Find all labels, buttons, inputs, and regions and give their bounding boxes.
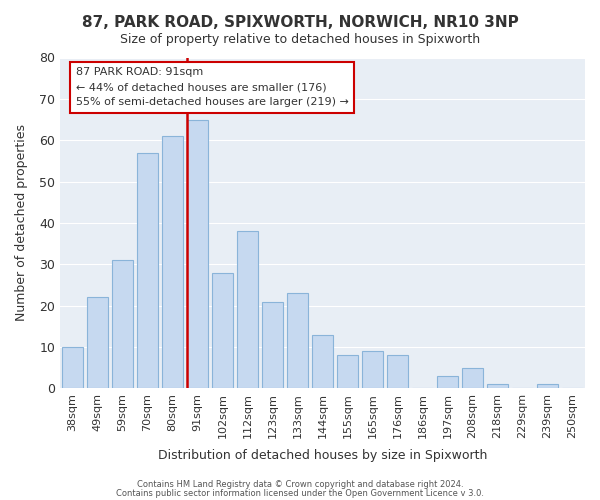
Text: Contains public sector information licensed under the Open Government Licence v : Contains public sector information licen… (116, 488, 484, 498)
Bar (337, 356, 358, 388)
Bar (537, 384, 558, 388)
Bar (187, 120, 208, 388)
Bar (237, 231, 258, 388)
Bar (162, 136, 183, 388)
Bar (287, 294, 308, 388)
X-axis label: Distribution of detached houses by size in Spixworth: Distribution of detached houses by size … (158, 450, 487, 462)
Bar (112, 260, 133, 388)
Bar (87, 298, 108, 388)
Bar (137, 152, 158, 388)
Bar (212, 272, 233, 388)
Text: Size of property relative to detached houses in Spixworth: Size of property relative to detached ho… (120, 32, 480, 46)
Bar (262, 302, 283, 388)
Bar (462, 368, 483, 388)
Bar (437, 376, 458, 388)
Text: 87 PARK ROAD: 91sqm
← 44% of detached houses are smaller (176)
55% of semi-detac: 87 PARK ROAD: 91sqm ← 44% of detached ho… (76, 68, 349, 107)
Bar (62, 347, 83, 389)
Text: Contains HM Land Registry data © Crown copyright and database right 2024.: Contains HM Land Registry data © Crown c… (137, 480, 463, 489)
Text: 87, PARK ROAD, SPIXWORTH, NORWICH, NR10 3NP: 87, PARK ROAD, SPIXWORTH, NORWICH, NR10 … (82, 15, 518, 30)
Bar (387, 356, 408, 388)
Bar (362, 351, 383, 389)
Bar (487, 384, 508, 388)
Y-axis label: Number of detached properties: Number of detached properties (15, 124, 28, 322)
Bar (312, 334, 333, 388)
